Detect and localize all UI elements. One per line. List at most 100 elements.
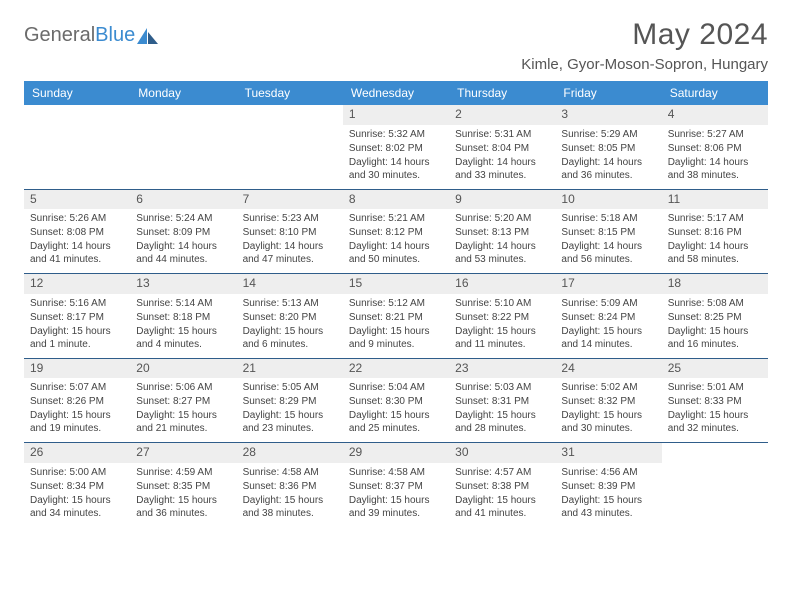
day-content: Sunrise: 5:09 AMSunset: 8:24 PMDaylight:… [555,294,661,358]
day-number: 10 [555,190,661,210]
weekday-header: Friday [555,81,661,105]
day-content: Sunrise: 5:14 AMSunset: 8:18 PMDaylight:… [130,294,236,358]
day-cell: 11Sunrise: 5:17 AMSunset: 8:16 PMDayligh… [662,190,768,274]
daylight-line: Daylight: 15 hours and 11 minutes. [455,325,549,351]
day-cell: 8Sunrise: 5:21 AMSunset: 8:12 PMDaylight… [343,190,449,274]
daylight-line: Daylight: 14 hours and 33 minutes. [455,156,549,182]
day-number: 27 [130,443,236,463]
sunrise-line: Sunrise: 4:58 AM [243,466,337,479]
day-content: Sunrise: 5:23 AMSunset: 8:10 PMDaylight:… [237,209,343,273]
calendar-week-row: 12Sunrise: 5:16 AMSunset: 8:17 PMDayligh… [24,274,768,359]
sunrise-line: Sunrise: 5:13 AM [243,297,337,310]
sunrise-line: Sunrise: 5:01 AM [668,381,762,394]
calendar-page: GeneralBlue May 2024 Kimle, Gyor-Moson-S… [0,0,792,545]
day-number: 21 [237,359,343,379]
daylight-line: Daylight: 15 hours and 25 minutes. [349,409,443,435]
daylight-line: Daylight: 14 hours and 41 minutes. [30,240,124,266]
day-cell: 20Sunrise: 5:06 AMSunset: 8:27 PMDayligh… [130,359,236,443]
daylight-line: Daylight: 14 hours and 50 minutes. [349,240,443,266]
day-cell: 3Sunrise: 5:29 AMSunset: 8:05 PMDaylight… [555,105,661,189]
day-number: 13 [130,274,236,294]
daylight-line: Daylight: 15 hours and 41 minutes. [455,494,549,520]
sunset-line: Sunset: 8:18 PM [136,311,230,324]
calendar-week-row: 19Sunrise: 5:07 AMSunset: 8:26 PMDayligh… [24,359,768,444]
title-block: May 2024 Kimle, Gyor-Moson-Sopron, Hunga… [521,18,768,73]
daylight-line: Daylight: 15 hours and 19 minutes. [30,409,124,435]
day-cell: 21Sunrise: 5:05 AMSunset: 8:29 PMDayligh… [237,359,343,443]
sunset-line: Sunset: 8:36 PM [243,480,337,493]
location-text: Kimle, Gyor-Moson-Sopron, Hungary [521,56,768,73]
sunrise-line: Sunrise: 5:00 AM [30,466,124,479]
sunset-line: Sunset: 8:37 PM [349,480,443,493]
day-number: 1 [343,105,449,125]
sunset-line: Sunset: 8:33 PM [668,395,762,408]
day-cell: 1Sunrise: 5:32 AMSunset: 8:02 PMDaylight… [343,105,449,189]
day-number: 29 [343,443,449,463]
calendar-week-row: 26Sunrise: 5:00 AMSunset: 8:34 PMDayligh… [24,443,768,527]
sunrise-line: Sunrise: 5:31 AM [455,128,549,141]
day-content: Sunrise: 5:08 AMSunset: 8:25 PMDaylight:… [662,294,768,358]
daylight-line: Daylight: 14 hours and 38 minutes. [668,156,762,182]
sunrise-line: Sunrise: 4:57 AM [455,466,549,479]
day-content: Sunrise: 5:00 AMSunset: 8:34 PMDaylight:… [24,463,130,527]
sunrise-line: Sunrise: 5:09 AM [561,297,655,310]
sunset-line: Sunset: 8:20 PM [243,311,337,324]
day-cell: 7Sunrise: 5:23 AMSunset: 8:10 PMDaylight… [237,190,343,274]
day-number: 8 [343,190,449,210]
day-content: Sunrise: 5:05 AMSunset: 8:29 PMDaylight:… [237,378,343,442]
day-content: Sunrise: 5:01 AMSunset: 8:33 PMDaylight:… [662,378,768,442]
sunset-line: Sunset: 8:16 PM [668,226,762,239]
day-number [662,443,768,463]
daylight-line: Daylight: 15 hours and 43 minutes. [561,494,655,520]
day-content: Sunrise: 5:03 AMSunset: 8:31 PMDaylight:… [449,378,555,442]
day-cell: 12Sunrise: 5:16 AMSunset: 8:17 PMDayligh… [24,274,130,358]
calendar-week-row: 1Sunrise: 5:32 AMSunset: 8:02 PMDaylight… [24,105,768,190]
daylight-line: Daylight: 15 hours and 16 minutes. [668,325,762,351]
day-number: 20 [130,359,236,379]
sunrise-line: Sunrise: 5:18 AM [561,212,655,225]
daylight-line: Daylight: 14 hours and 58 minutes. [668,240,762,266]
day-number: 12 [24,274,130,294]
calendar-week-row: 5Sunrise: 5:26 AMSunset: 8:08 PMDaylight… [24,190,768,275]
sunrise-line: Sunrise: 5:04 AM [349,381,443,394]
sunrise-line: Sunrise: 5:23 AM [243,212,337,225]
day-number: 31 [555,443,661,463]
day-cell: 16Sunrise: 5:10 AMSunset: 8:22 PMDayligh… [449,274,555,358]
month-title: May 2024 [521,18,768,52]
day-content: Sunrise: 5:24 AMSunset: 8:09 PMDaylight:… [130,209,236,273]
day-cell [662,443,768,527]
day-cell: 25Sunrise: 5:01 AMSunset: 8:33 PMDayligh… [662,359,768,443]
day-content: Sunrise: 5:13 AMSunset: 8:20 PMDaylight:… [237,294,343,358]
day-cell: 2Sunrise: 5:31 AMSunset: 8:04 PMDaylight… [449,105,555,189]
sunset-line: Sunset: 8:21 PM [349,311,443,324]
daylight-line: Daylight: 15 hours and 9 minutes. [349,325,443,351]
sunset-line: Sunset: 8:30 PM [349,395,443,408]
sunset-line: Sunset: 8:12 PM [349,226,443,239]
day-content: Sunrise: 5:10 AMSunset: 8:22 PMDaylight:… [449,294,555,358]
day-number: 15 [343,274,449,294]
weekday-header: Wednesday [343,81,449,105]
sunset-line: Sunset: 8:34 PM [30,480,124,493]
brand-text-1: General [24,24,95,47]
day-number: 17 [555,274,661,294]
sunset-line: Sunset: 8:08 PM [30,226,124,239]
header: GeneralBlue May 2024 Kimle, Gyor-Moson-S… [24,18,768,73]
sunset-line: Sunset: 8:39 PM [561,480,655,493]
sunrise-line: Sunrise: 5:14 AM [136,297,230,310]
day-cell: 17Sunrise: 5:09 AMSunset: 8:24 PMDayligh… [555,274,661,358]
sunrise-line: Sunrise: 5:29 AM [561,128,655,141]
day-number [130,105,236,125]
sunset-line: Sunset: 8:29 PM [243,395,337,408]
weekday-header: Monday [130,81,236,105]
day-cell: 26Sunrise: 5:00 AMSunset: 8:34 PMDayligh… [24,443,130,527]
day-number: 24 [555,359,661,379]
sunrise-line: Sunrise: 5:08 AM [668,297,762,310]
daylight-line: Daylight: 15 hours and 30 minutes. [561,409,655,435]
day-cell: 29Sunrise: 4:58 AMSunset: 8:37 PMDayligh… [343,443,449,527]
sunrise-line: Sunrise: 5:06 AM [136,381,230,394]
sunrise-line: Sunrise: 5:20 AM [455,212,549,225]
daylight-line: Daylight: 15 hours and 4 minutes. [136,325,230,351]
day-number: 6 [130,190,236,210]
daylight-line: Daylight: 15 hours and 23 minutes. [243,409,337,435]
daylight-line: Daylight: 14 hours and 53 minutes. [455,240,549,266]
